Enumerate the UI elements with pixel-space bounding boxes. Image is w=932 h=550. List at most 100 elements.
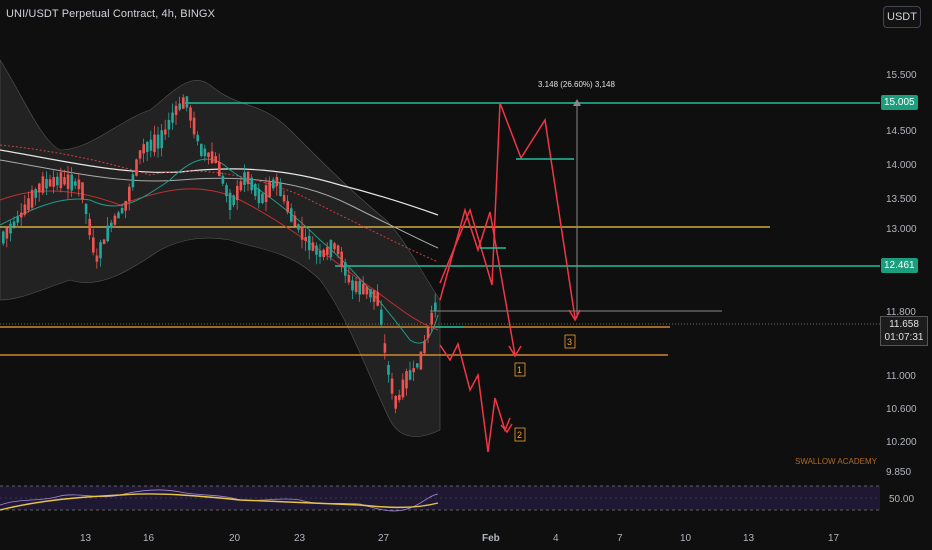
- candle-body: [426, 327, 430, 339]
- candle-body: [308, 235, 311, 251]
- candle-body: [412, 368, 415, 373]
- candle-body: [171, 112, 174, 123]
- svg-text:13: 13: [743, 533, 755, 544]
- candle-body: [228, 192, 232, 211]
- candle-body: [200, 144, 203, 156]
- candle-body: [387, 365, 390, 375]
- candle-body: [390, 378, 394, 394]
- candle-body: [30, 189, 34, 208]
- candle-body: [185, 96, 189, 108]
- candle-body: [311, 242, 315, 251]
- candle-body: [5, 227, 9, 239]
- candle-body: [214, 156, 217, 164]
- projection-path-up: [439, 102, 576, 319]
- svg-text:23: 23: [294, 533, 306, 544]
- svg-text:7: 7: [617, 533, 623, 544]
- scenario-3-label: 3: [567, 337, 572, 347]
- candle-body: [113, 215, 117, 225]
- candle-body: [340, 251, 343, 268]
- candle-body: [304, 236, 307, 242]
- svg-text:15.500: 15.500: [886, 70, 917, 81]
- current-price-tag: 11.658 01:07:31: [880, 316, 928, 346]
- candle-body: [286, 200, 289, 213]
- watermark: SWALLOW ACADEMY: [795, 457, 878, 466]
- candle-body: [225, 185, 228, 197]
- candle-body: [117, 212, 120, 219]
- candle-body: [9, 223, 12, 234]
- candle-body: [318, 250, 322, 257]
- candle-body: [153, 134, 156, 153]
- candle-body: [2, 231, 5, 244]
- currency-button[interactable]: USDT: [883, 6, 921, 28]
- candle-body: [138, 150, 142, 159]
- rsi-level-label: 50.00: [889, 494, 914, 505]
- candle-body: [254, 184, 257, 196]
- candle-body: [12, 221, 16, 227]
- candle-body: [236, 185, 239, 201]
- candle-body: [146, 142, 149, 152]
- svg-text:13: 13: [80, 533, 92, 544]
- candle-body: [63, 177, 66, 185]
- candle-body: [383, 343, 387, 353]
- candle-body: [99, 242, 102, 259]
- candle-body: [398, 394, 401, 401]
- candle-body: [365, 286, 369, 295]
- svg-text:16: 16: [143, 533, 155, 544]
- candle-body: [203, 148, 207, 157]
- candle-body: [131, 174, 135, 188]
- candle-body: [81, 182, 84, 200]
- candle-body: [250, 177, 253, 191]
- candle-body: [279, 183, 282, 197]
- svg-text:11.000: 11.000: [886, 371, 916, 382]
- resistance-mid-tag: 12.461: [881, 258, 918, 273]
- svg-text:17: 17: [828, 533, 840, 544]
- rsi-ma-line: [0, 493, 439, 511]
- candle-body: [315, 245, 318, 255]
- candle-body: [20, 212, 23, 218]
- candle-body: [27, 198, 30, 211]
- svg-text:13.000: 13.000: [886, 224, 917, 235]
- candle-body: [34, 189, 37, 198]
- bar-countdown: 01:07:31: [884, 332, 924, 343]
- candle-body: [189, 107, 192, 121]
- candle-body: [232, 195, 235, 206]
- candle-body: [297, 224, 300, 230]
- candle-body: [347, 274, 351, 283]
- candle-body: [16, 216, 19, 223]
- candle-body: [275, 176, 279, 186]
- candle-body: [261, 193, 264, 204]
- svg-text:14.500: 14.500: [886, 126, 917, 137]
- candle-body: [156, 134, 160, 149]
- candle-body: [196, 134, 199, 142]
- bollinger-band: [0, 59, 441, 437]
- candle-body: [336, 245, 340, 255]
- candle-body: [23, 204, 27, 215]
- candle-body: [164, 129, 167, 135]
- candle-body: [95, 255, 99, 262]
- candle-body: [182, 97, 185, 109]
- candle-body: [264, 185, 268, 203]
- candle-body: [56, 176, 59, 186]
- time-axis[interactable]: 13 16 20 23 27 Feb 4 7 10 13 17: [80, 533, 840, 544]
- candle-body: [41, 176, 45, 193]
- candle-body: [408, 370, 412, 380]
- candlesticks: [2, 94, 437, 414]
- candle-body: [333, 243, 336, 250]
- price-axis[interactable]: 15.500 14.500 14.000 13.500 13.000 11.80…: [886, 70, 917, 478]
- candle-body: [423, 341, 426, 354]
- candle-body: [300, 226, 304, 240]
- candle-body: [221, 175, 225, 184]
- candle-body: [120, 207, 124, 214]
- svg-text:20: 20: [229, 533, 241, 544]
- candle-body: [149, 139, 153, 151]
- candle-body: [210, 151, 214, 164]
- candle-body: [344, 262, 347, 276]
- current-price-value: 11.658: [889, 319, 919, 330]
- measure-label: 3.148 (26.60%) 3,148: [538, 80, 615, 89]
- candle-body: [326, 247, 329, 255]
- candle-body: [38, 183, 41, 193]
- candle-body: [293, 215, 297, 227]
- svg-text:10.600: 10.600: [886, 404, 917, 415]
- candle-body: [419, 351, 423, 370]
